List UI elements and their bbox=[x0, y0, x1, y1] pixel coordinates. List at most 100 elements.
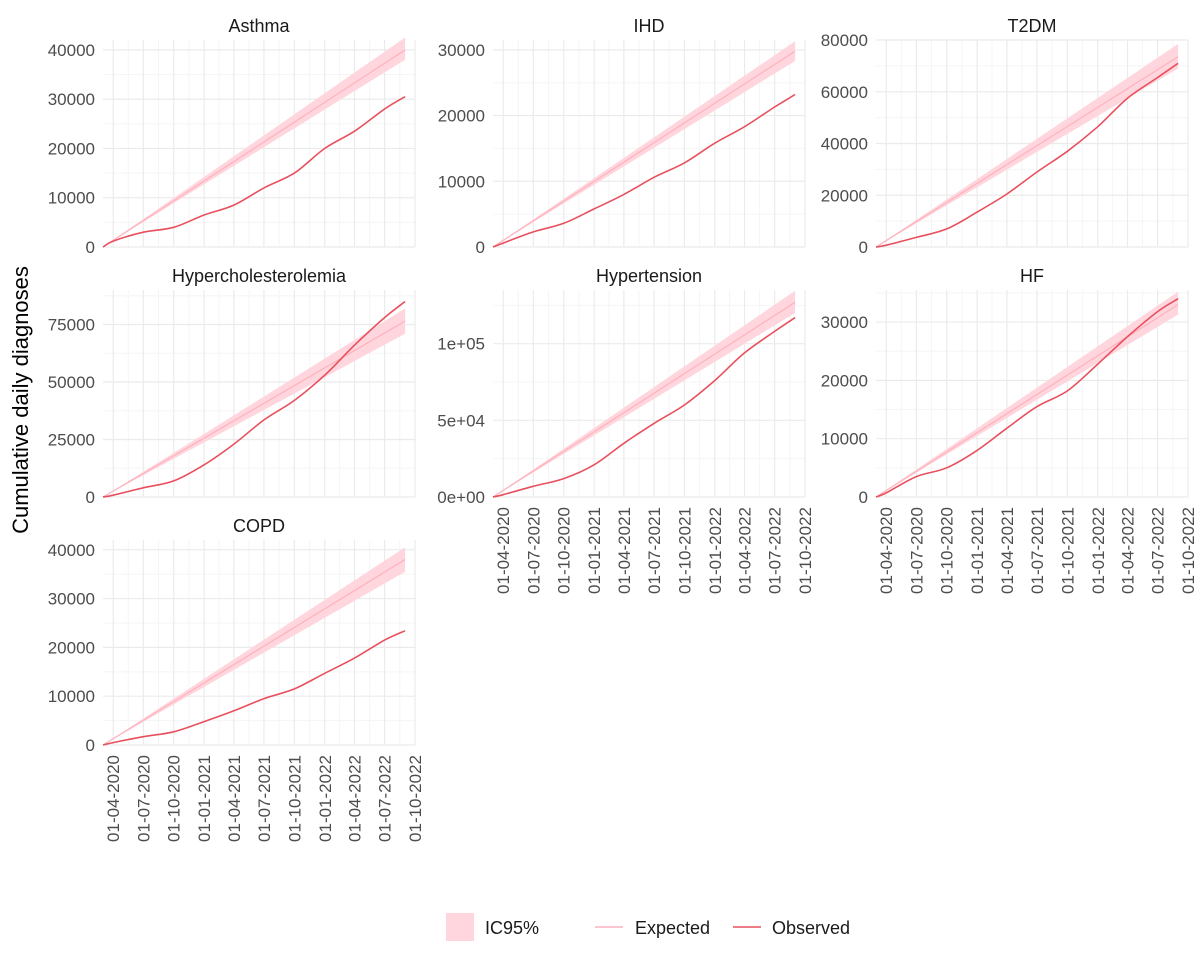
x-tick-label: 01-04-2020 bbox=[494, 507, 513, 594]
x-tick-label: 01-04-2020 bbox=[104, 755, 123, 842]
y-tick-label: 20000 bbox=[48, 638, 95, 657]
panel-t2dm: T2DM 0 20000 40000 60000 80000 bbox=[821, 16, 1189, 257]
x-tick-label: 01-07-2022 bbox=[1149, 507, 1168, 594]
x-tick-label: 01-01-2022 bbox=[1089, 507, 1108, 594]
panel-title: Hypertension bbox=[596, 266, 702, 286]
x-tick-label: 01-07-2020 bbox=[524, 507, 543, 594]
y-tick-label: 0 bbox=[476, 238, 485, 257]
ic95-ribbon bbox=[876, 43, 1179, 248]
y-tick-label: 10000 bbox=[48, 189, 95, 208]
ic95-ribbon bbox=[876, 291, 1179, 497]
panel-asthma: Asthma 0 10000 20000 30000 40000 bbox=[48, 16, 416, 257]
panel-title: Hypercholesterolemia bbox=[172, 266, 347, 286]
observed-line bbox=[102, 300, 406, 498]
y-axis-title: Cumulative daily diagnoses bbox=[8, 266, 33, 534]
legend-label-expected: Expected bbox=[635, 918, 710, 938]
legend-swatch-ic95 bbox=[446, 913, 474, 941]
legend-label-ic95: IC95% bbox=[485, 918, 539, 938]
y-tick-label: 20000 bbox=[821, 371, 868, 390]
x-tick-label: 01-10-2020 bbox=[555, 507, 574, 594]
panel-copd: COPD 0 10000 20000 30000 40000 01-04-2020 01-07… bbox=[48, 516, 425, 842]
ic95-ribbon bbox=[103, 547, 406, 745]
panel-title: T2DM bbox=[1008, 16, 1057, 36]
expected-line bbox=[102, 320, 406, 498]
x-tick-label: 01-01-2021 bbox=[195, 755, 214, 842]
y-tick-label: 0 bbox=[86, 238, 95, 257]
observed-line bbox=[102, 630, 406, 746]
x-tick-label: 01-01-2021 bbox=[585, 507, 604, 594]
x-tick-label: 01-10-2021 bbox=[285, 755, 304, 842]
ic95-ribbon bbox=[103, 37, 406, 247]
x-tick-label: 01-04-2022 bbox=[346, 755, 365, 842]
y-tick-label: 0 bbox=[859, 238, 868, 257]
y-tick-label: 1e+05 bbox=[437, 335, 485, 354]
panel-ihd: IHD 0 10000 20000 30000 bbox=[438, 16, 806, 257]
x-tick-label: 01-10-2020 bbox=[165, 755, 184, 842]
y-tick-label: 20000 bbox=[438, 107, 485, 126]
panel-hf: HF 0 10000 20000 30000 01-04-2020 01-07-2020 01… bbox=[821, 266, 1198, 594]
expected-line bbox=[102, 558, 406, 746]
expected-line bbox=[492, 301, 796, 498]
y-tick-label: 80000 bbox=[821, 31, 868, 50]
x-tick-label: 01-07-2022 bbox=[376, 755, 395, 842]
y-tick-label: 30000 bbox=[438, 41, 485, 60]
y-tick-label: 5e+04 bbox=[437, 411, 485, 430]
x-tick-label: 01-07-2020 bbox=[134, 755, 153, 842]
x-tick-label: 01-07-2022 bbox=[766, 507, 785, 594]
x-tick-label: 01-07-2020 bbox=[907, 507, 926, 594]
observed-line bbox=[102, 96, 406, 248]
x-tick-label: 01-10-2022 bbox=[1179, 507, 1198, 594]
y-tick-label: 30000 bbox=[48, 90, 95, 109]
panel-title: IHD bbox=[634, 16, 665, 36]
y-tick-label: 10000 bbox=[48, 687, 95, 706]
panel-title: HF bbox=[1020, 266, 1044, 286]
y-tick-label: 30000 bbox=[48, 590, 95, 609]
x-tick-label: 01-04-2022 bbox=[736, 507, 755, 594]
y-tick-label: 40000 bbox=[48, 41, 95, 60]
y-tick-label: 40000 bbox=[48, 541, 95, 560]
panel-title: Asthma bbox=[228, 16, 290, 36]
y-tick-label: 50000 bbox=[48, 373, 95, 392]
y-tick-label: 10000 bbox=[821, 430, 868, 449]
x-tick-label: 01-10-2021 bbox=[1058, 507, 1077, 594]
y-tick-label: 25000 bbox=[48, 431, 95, 450]
x-tick-label: 01-07-2021 bbox=[645, 507, 664, 594]
observed-line bbox=[492, 316, 796, 498]
y-tick-label: 0 bbox=[86, 488, 95, 507]
y-tick-label: 40000 bbox=[821, 135, 868, 154]
x-tick-label: 01-07-2021 bbox=[1028, 507, 1047, 594]
legend-label-observed: Observed bbox=[772, 918, 850, 938]
x-tick-label: 01-10-2021 bbox=[675, 507, 694, 594]
expected-line bbox=[875, 56, 1179, 248]
panel-hypertension: Hypertension 0e+00 5e+04 1e+05 01-04-2020 01-… bbox=[437, 266, 815, 594]
observed-line bbox=[492, 93, 796, 248]
y-tick-label: 10000 bbox=[438, 172, 485, 191]
y-tick-label: 0 bbox=[86, 736, 95, 755]
y-tick-label: 20000 bbox=[48, 139, 95, 158]
x-tick-label: 01-04-2021 bbox=[225, 755, 244, 842]
panels-layer: Asthma 0 10000 20000 30000 40000 IHD 0 10000 2000… bbox=[48, 16, 1198, 842]
y-tick-label: 75000 bbox=[48, 316, 95, 335]
y-tick-label: 20000 bbox=[821, 186, 868, 205]
x-tick-label: 01-04-2020 bbox=[877, 507, 896, 594]
y-tick-label: 60000 bbox=[821, 83, 868, 102]
x-tick-label: 01-01-2022 bbox=[316, 755, 335, 842]
observed-line bbox=[875, 62, 1179, 248]
observed-line bbox=[875, 298, 1179, 498]
panel-hypercholesterolemia: Hypercholesterolemia 0 25000 50000 75000 bbox=[48, 266, 416, 507]
x-tick-label: 01-10-2022 bbox=[796, 507, 815, 594]
y-tick-label: 0 bbox=[859, 488, 868, 507]
panel-title: COPD bbox=[233, 516, 285, 536]
y-tick-label: 0e+00 bbox=[437, 488, 485, 507]
expected-line bbox=[492, 50, 796, 248]
x-tick-label: 01-04-2021 bbox=[998, 507, 1017, 594]
x-tick-label: 01-10-2020 bbox=[938, 507, 957, 594]
ic95-ribbon bbox=[103, 308, 406, 497]
x-tick-label: 01-07-2021 bbox=[255, 755, 274, 842]
expected-line bbox=[102, 49, 406, 248]
legend: IC95% Expected Observed bbox=[446, 913, 850, 941]
x-tick-label: 01-04-2021 bbox=[615, 507, 634, 594]
x-tick-label: 01-01-2022 bbox=[706, 507, 725, 594]
x-tick-label: 01-10-2022 bbox=[406, 755, 425, 842]
